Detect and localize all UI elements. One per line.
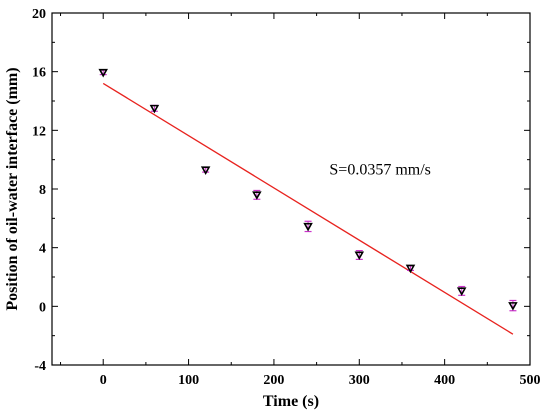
- y-axis-title: Position of oil-water interface (mm): [4, 67, 21, 310]
- y-tick-label: 16: [32, 66, 46, 81]
- slope-annotation: S=0.0357 mm/s: [329, 161, 430, 178]
- plot-frame: [51, 12, 531, 366]
- axis-ticks: 0 100 200 300 400 500 -4 0 4 8 12 16 20: [32, 7, 541, 388]
- data-point: [354, 251, 365, 261]
- x-tick-label: 500: [520, 373, 541, 388]
- data-point: [149, 104, 160, 114]
- plot-area: [51, 12, 531, 366]
- data-point: [405, 264, 416, 274]
- x-tick-label: 400: [434, 373, 455, 388]
- y-tick-label: 20: [32, 7, 46, 22]
- x-tick-label: 100: [178, 373, 199, 388]
- y-tick-label: 12: [32, 124, 46, 139]
- data-point: [508, 302, 518, 311]
- data-point: [98, 68, 108, 78]
- fit-line: [102, 82, 514, 335]
- data-points: [98, 68, 518, 312]
- x-tick-label: 0: [100, 373, 107, 388]
- fit-line-group: [102, 82, 514, 335]
- y-tick-label: 4: [39, 242, 46, 257]
- data-point: [252, 191, 262, 200]
- data-point: [456, 287, 467, 296]
- x-tick-label: 300: [349, 373, 370, 388]
- y-tick-label: 0: [39, 300, 46, 315]
- data-point: [303, 222, 313, 232]
- y-tick-label: -4: [34, 359, 46, 374]
- data-point: [200, 166, 211, 175]
- x-axis-title: Time (s): [263, 393, 319, 410]
- y-tick-label: 8: [39, 183, 46, 198]
- x-tick-label: 200: [263, 373, 284, 388]
